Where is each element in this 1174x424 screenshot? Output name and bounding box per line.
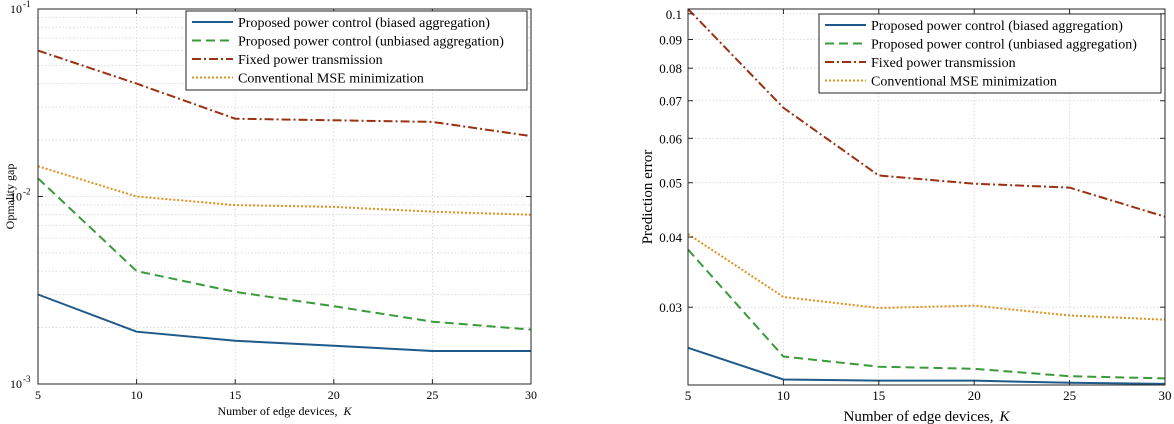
x-axis-label-variable: K [998,409,1010,424]
x-axis-label: Number of edge devices, K [844,409,1011,424]
x-axis-label-text: Number of edge devices, [218,404,338,418]
series-line-1 [687,248,1166,380]
legend-label-3: Conventional MSE minimization [238,72,424,87]
x-axis-label-variable: K [342,404,352,418]
y-tick-label: 10 [10,2,22,16]
x-tick-label: 15 [872,388,885,403]
legend-label-2: Fixed power transmission [238,53,383,68]
x-axis-label-text: Number of edge devices, [844,409,994,424]
y-tick-label: 0.08 [659,61,682,76]
x-tick-label: 15 [229,388,241,402]
legend-label-1: Proposed power control (unbiased aggrega… [238,35,504,50]
y-tick-label: 0.04 [659,230,682,245]
y-tick-exponent: -1 [23,0,31,9]
y-tick-label: 0.1 [666,7,682,22]
x-tick-label: 20 [968,388,981,403]
x-tick-label: 5 [685,388,692,403]
series-line-0 [687,346,1166,385]
x-tick-label: 25 [1063,388,1076,403]
x-tick-label: 25 [426,388,438,402]
y-tick-label: 0.09 [659,32,682,47]
y-tick-label: 10 [10,190,22,204]
y-tick-base: 10 [10,377,22,391]
legend-label-1: Proposed power control (unbiased aggrega… [871,38,1137,53]
y-axis-label: Opmality gap [3,164,17,230]
series-line-2 [37,49,532,138]
legend: Proposed power control (biased aggregati… [818,13,1162,94]
y-tick-label: 0.05 [659,176,682,191]
x-tick-label: 10 [777,388,790,403]
legend-label-0: Proposed power control (biased aggregati… [871,19,1123,34]
plot-frame [687,8,1166,386]
y-tick-exponent: -3 [23,374,31,384]
x-tick-label: 30 [525,388,537,402]
series-line-2 [687,8,1166,218]
x-tick-label: 5 [35,388,41,402]
x-tick-label: 20 [328,388,340,402]
series-line-1 [37,177,532,331]
legend-label-0: Proposed power control (biased aggregati… [238,16,490,31]
y-tick-label: 0.03 [659,300,682,315]
legend: Proposed power control (biased aggregati… [185,10,528,91]
series-line-3 [37,165,532,216]
legend-label-3: Conventional MSE minimization [871,75,1057,90]
x-tick-label: 10 [131,388,143,402]
series-line-3 [687,233,1166,321]
y-tick-label: 0.06 [659,131,682,146]
legend-label-2: Fixed power transmission [871,56,1016,71]
x-tick-label: 30 [1159,388,1172,403]
y-tick-label: 0.07 [659,94,682,109]
y-tick-exponent: -2 [23,187,31,197]
legend-box [185,10,528,91]
x-axis-label: Number of edge devices, K [218,404,353,418]
y-tick-base: 10 [10,190,22,204]
prediction-error-chart: 5 10 15 20 25 30 0.03 0.04 0.05 0.06 0.07 0.08 0.09 0… [640,7,1172,424]
legend-box [818,13,1162,94]
y-axis-label: Prediction error [640,150,656,245]
y-tick-base: 10 [10,2,22,16]
y-tick-label: 10 [10,377,22,391]
series-line-0 [37,293,531,352]
